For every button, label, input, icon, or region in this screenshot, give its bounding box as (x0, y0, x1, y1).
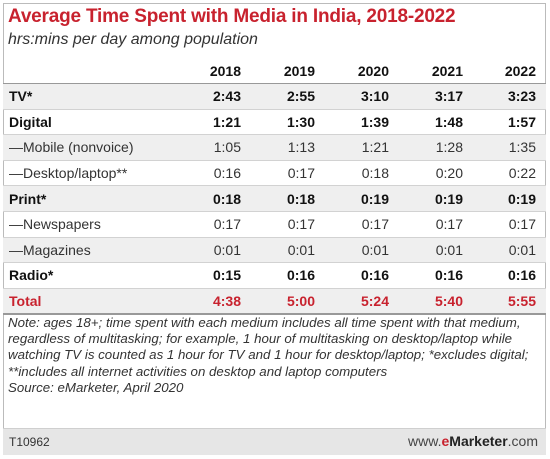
value-cell: 3:17 (399, 83, 473, 110)
value-cell: 2:55 (251, 83, 325, 110)
value-cell: 0:17 (325, 211, 399, 238)
table-row: Digital 1:21 1:30 1:39 1:48 1:57 (3, 109, 546, 136)
value-cell: 0:18 (178, 185, 251, 212)
value-cell: 1:05 (178, 134, 251, 161)
table-row: —Mobile (nonvoice) 1:05 1:13 1:21 1:28 1:35 (3, 134, 546, 161)
value-cell: 0:17 (399, 211, 473, 238)
value-cell: 0:18 (251, 185, 325, 212)
brand-name: Marketer (449, 433, 508, 449)
row-label: —Mobile (nonvoice) (3, 134, 178, 161)
value-cell: 5:55 (473, 288, 546, 316)
value-cell: 5:40 (399, 288, 473, 316)
row-label: —Newspapers (3, 211, 178, 238)
value-cell: 0:17 (251, 160, 325, 187)
source-text: Source: eMarketer, April 2020 (8, 379, 184, 395)
table-row: Print* 0:18 0:18 0:19 0:19 0:19 (3, 185, 546, 212)
table-row: Total 4:38 5:00 5:24 5:40 5:55 (3, 288, 546, 316)
brand-suffix: .com (507, 433, 538, 449)
table-row: Radio* 0:15 0:16 0:16 0:16 0:16 (3, 262, 546, 289)
table-body: TV* 2:43 2:55 3:10 3:17 3:23 Digital 1:21 1:30 1:… (3, 83, 546, 316)
value-cell: 1:48 (399, 109, 473, 136)
row-label: —Desktop/laptop** (3, 160, 178, 187)
row-label: Print* (3, 185, 178, 212)
value-cell: 1:57 (473, 109, 546, 136)
value-cell: 3:23 (473, 83, 546, 110)
value-cell: 1:21 (325, 134, 399, 161)
header-row: 2018 2019 2020 2021 2022 (3, 58, 546, 84)
value-cell: 5:00 (251, 288, 325, 316)
value-cell: 0:16 (325, 262, 399, 289)
value-cell: 0:01 (178, 237, 251, 264)
column-header: 2019 (251, 58, 325, 84)
value-cell: 1:35 (473, 134, 546, 161)
row-label: Radio* (3, 262, 178, 289)
brand-prefix: www. (408, 433, 442, 449)
brand-e: e (441, 433, 450, 449)
value-cell: 0:01 (473, 237, 546, 264)
value-cell: 0:16 (473, 262, 546, 289)
table-row: TV* 2:43 2:55 3:10 3:17 3:23 (3, 83, 546, 110)
value-cell: 0:22 (473, 160, 546, 187)
value-cell: 0:20 (399, 160, 473, 187)
value-cell: 5:24 (325, 288, 399, 316)
value-cell: 1:21 (178, 109, 251, 136)
value-cell: 2:43 (178, 83, 251, 110)
column-header: 2022 (473, 58, 546, 84)
column-header: 2018 (178, 58, 251, 84)
value-cell: 0:17 (473, 211, 546, 238)
value-cell: 1:30 (251, 109, 325, 136)
note-text: Note: ages 18+; time spent with each med… (8, 315, 529, 379)
chart-code: T10962 (9, 435, 50, 449)
chart-subtitle: hrs:mins per day among population (8, 31, 258, 48)
row-label: TV* (3, 83, 178, 110)
value-cell: 0:19 (473, 185, 546, 212)
table-row: —Desktop/laptop** 0:16 0:17 0:18 0:20 0:22 (3, 160, 546, 187)
table-row: —Newspapers 0:17 0:17 0:17 0:17 0:17 (3, 211, 546, 238)
column-header: 2021 (399, 58, 473, 84)
table-row: —Magazines 0:01 0:01 0:01 0:01 0:01 (3, 237, 546, 264)
value-cell: 0:19 (399, 185, 473, 212)
value-cell: 0:16 (251, 262, 325, 289)
column-header: 2020 (325, 58, 399, 84)
brand-logo: www.eMarketer.com (408, 433, 538, 449)
value-cell: 0:01 (251, 237, 325, 264)
value-cell: 0:15 (178, 262, 251, 289)
row-label: —Magazines (3, 237, 178, 264)
value-cell: 1:28 (399, 134, 473, 161)
chart-title: Average Time Spent with Media in India, … (8, 6, 456, 27)
value-cell: 0:19 (325, 185, 399, 212)
footer-bar: T10962 www.eMarketer.com (3, 428, 546, 455)
value-cell: 0:17 (178, 211, 251, 238)
value-cell: 1:13 (251, 134, 325, 161)
value-cell: 0:17 (251, 211, 325, 238)
value-cell: 4:38 (178, 288, 251, 316)
value-cell: 0:01 (399, 237, 473, 264)
value-cell: 0:16 (178, 160, 251, 187)
value-cell: 0:01 (325, 237, 399, 264)
value-cell: 0:16 (399, 262, 473, 289)
value-cell: 3:10 (325, 83, 399, 110)
row-label: Digital (3, 109, 178, 136)
row-label: Total (3, 288, 178, 316)
value-cell: 1:39 (325, 109, 399, 136)
value-cell: 0:18 (325, 160, 399, 187)
chart-note: Note: ages 18+; time spent with each med… (8, 315, 542, 396)
media-time-table: 2018 2019 2020 2021 2022 TV* 2:43 2:55 3:10… (3, 58, 546, 316)
corner-cell (3, 58, 178, 84)
